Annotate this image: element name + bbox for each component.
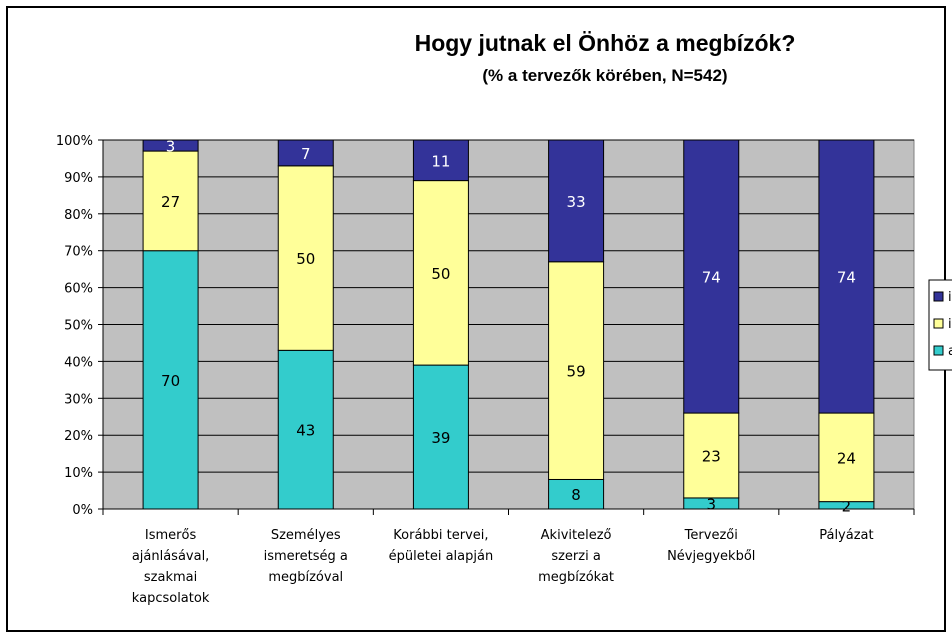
y-tick-label: 60% <box>64 282 93 297</box>
data-label: 27 <box>161 193 180 211</box>
category-label: szerzi a <box>551 549 600 564</box>
category-label: Ismerős <box>145 528 197 543</box>
data-label: 39 <box>431 429 450 447</box>
legend-swatch <box>933 318 944 329</box>
bar-segment <box>277 349 334 510</box>
data-label: 7 <box>301 145 311 163</box>
y-tick-label: 20% <box>64 429 93 444</box>
bar-segment <box>142 139 199 152</box>
category-label: ismeretség a <box>264 549 348 564</box>
bar-segment <box>412 180 469 366</box>
category-label: épületei alapján <box>389 549 494 564</box>
bar-segment <box>412 364 469 510</box>
bar-segment <box>548 139 605 263</box>
category-label: Akivitelező <box>541 528 612 543</box>
data-label: 50 <box>296 250 315 268</box>
y-tick-label: 80% <box>64 208 93 223</box>
bar-segment <box>142 150 199 252</box>
y-tick-label: 50% <box>64 319 93 334</box>
y-tick-label: 70% <box>64 245 93 260</box>
data-label: 3 <box>706 495 716 513</box>
chart-title: Hogy jutnak el Önhöz a megbízók? <box>414 30 796 56</box>
data-label: 43 <box>296 422 315 440</box>
bar-segment <box>683 139 740 414</box>
y-tick-label: 40% <box>64 355 93 370</box>
data-label: 74 <box>837 269 856 287</box>
category-label: Névjegyekből <box>667 549 755 564</box>
y-tick-label: 100% <box>56 134 93 149</box>
data-label: 74 <box>702 269 721 287</box>
category-label: szakmai <box>144 570 197 585</box>
category-label: megbízókat <box>538 570 614 585</box>
data-label: 24 <box>837 449 856 467</box>
data-label: 3 <box>166 138 176 156</box>
legend-label: i <box>948 290 952 305</box>
legend-label: i <box>948 317 952 332</box>
y-tick-label: 90% <box>64 171 93 186</box>
category-label: megbízóval <box>268 570 343 585</box>
bar-segment <box>818 139 875 414</box>
data-label: 59 <box>567 363 586 381</box>
category-label: Korábbi tervei, <box>393 528 488 543</box>
data-label: 23 <box>702 447 721 465</box>
data-label: 50 <box>431 265 450 283</box>
data-label: 33 <box>567 193 586 211</box>
legend-swatch <box>933 291 944 302</box>
bar-segment <box>548 261 605 480</box>
y-tick-label: 0% <box>72 503 93 518</box>
bar-segment <box>412 139 469 182</box>
category-label: Személyes <box>271 528 341 543</box>
chart-subtitle: (% a tervezők körében, N=542) <box>482 66 728 85</box>
category-label: Tervezői <box>684 528 738 543</box>
category-label: kapcsolatok <box>132 591 210 606</box>
data-label: 8 <box>571 486 581 504</box>
y-tick-label: 10% <box>64 466 93 481</box>
category-label: ajánlásával, <box>132 549 210 564</box>
data-label: 11 <box>431 152 450 170</box>
data-label: 70 <box>161 372 180 390</box>
bar-segment <box>277 139 334 167</box>
bar-segment <box>683 412 740 499</box>
legend-label: a <box>948 344 952 359</box>
bar-segment <box>277 165 334 351</box>
bar-segment <box>818 412 875 503</box>
y-tick-label: 30% <box>64 392 93 407</box>
legend-swatch <box>933 345 944 356</box>
data-label: 2 <box>842 497 852 515</box>
bar-segment <box>142 250 199 510</box>
category-label: Pályázat <box>819 528 873 543</box>
